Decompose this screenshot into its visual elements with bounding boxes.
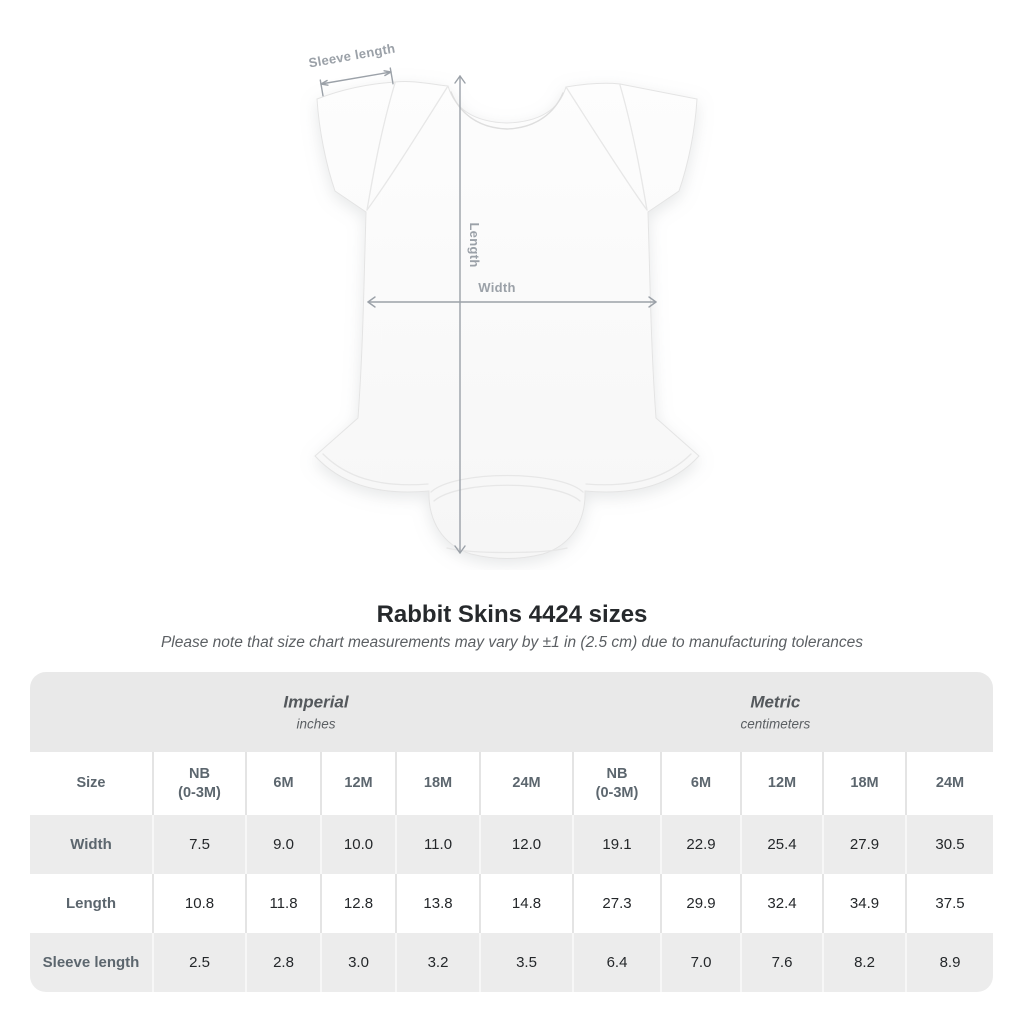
length-dimension-label: Length [467, 222, 482, 267]
size-chart-table: Imperial inches Metric centimeters Size … [30, 672, 993, 992]
sleeve-dimension-label: Sleeve length [307, 41, 396, 71]
row-label: Width [70, 836, 112, 853]
size-value: 11.8 [245, 874, 321, 933]
metric-unit-label: centimeters [740, 716, 811, 732]
size-value: 12.0 [479, 815, 573, 874]
size-value: 9.0 [245, 815, 321, 874]
size-value: 27.3 [572, 874, 661, 933]
bodysuit-graphic [314, 81, 700, 559]
size-value: 27.9 [822, 815, 906, 874]
size-value: 10.0 [320, 815, 396, 874]
size-value: 2.8 [245, 933, 321, 992]
size-value: 3.0 [320, 933, 396, 992]
size-value: 7.6 [740, 933, 823, 992]
row-label: Sleeve length [42, 954, 140, 971]
measurements-table: Size NB (0-3M) 6M 12M 18M 24M NB (0-3M) … [30, 752, 993, 992]
size-value: 11.0 [395, 815, 480, 874]
size-value: 8.2 [822, 933, 906, 992]
size-value: 7.0 [660, 933, 741, 992]
column-header-6m-metric: 6M [660, 752, 741, 815]
row-label: Length [66, 895, 116, 912]
imperial-label: Imperial [283, 692, 349, 712]
size-value: 22.9 [660, 815, 741, 874]
width-arrow: Width [367, 280, 657, 308]
size-value: 6.4 [572, 933, 661, 992]
width-row: Width 7.5 9.0 10.0 11.0 12.0 19.1 22.9 2… [30, 815, 993, 874]
right-lap-seam [565, 86, 648, 211]
size-value: 30.5 [905, 815, 993, 874]
collar-seam [450, 91, 564, 130]
size-value: 3.2 [395, 933, 480, 992]
metric-unit-header: Metric centimeters [740, 693, 810, 732]
length-arrow: Length [454, 75, 482, 554]
page-title: Rabbit Skins 4424 sizes [376, 601, 648, 628]
bottom-hem-seam [446, 547, 568, 554]
size-value: 29.9 [660, 874, 741, 933]
column-header-nb-metric: NB (0-3M) [572, 752, 661, 815]
imperial-unit-label: inches [296, 716, 336, 732]
unit-header-band: Imperial inches Metric centimeters [30, 672, 993, 752]
flap-top-seam [430, 474, 584, 493]
size-value: 3.5 [479, 933, 573, 992]
right-leg-binding [585, 453, 692, 486]
size-value: 34.9 [822, 874, 906, 933]
column-header-18m-imperial: 18M [395, 752, 480, 815]
column-header-24m-imperial: 24M [479, 752, 573, 815]
size-header-row: Size NB (0-3M) 6M 12M 18M 24M NB (0-3M) … [30, 752, 993, 815]
size-column-header: Size [76, 775, 106, 792]
size-value: 14.8 [479, 874, 573, 933]
column-header-18m-metric: 18M [822, 752, 906, 815]
left-lap-seam [366, 85, 449, 211]
size-value: 37.5 [905, 874, 993, 933]
bodysuit-svg: Length Width Sleeve length [307, 41, 700, 559]
sleeve-length-row: Sleeve length 2.5 2.8 3.0 3.2 3.5 6.4 7.… [30, 933, 993, 992]
size-value: 8.9 [905, 933, 993, 992]
column-header-6m-imperial: 6M [245, 752, 321, 815]
left-armhole-seam [366, 82, 396, 211]
bodysuit-diagram: Length Width Sleeve length [295, 40, 715, 570]
right-armhole-seam [619, 84, 648, 211]
column-header-12m-metric: 12M [740, 752, 823, 815]
width-dimension-label: Width [478, 280, 515, 295]
size-value: 19.1 [572, 815, 661, 874]
column-header-nb-imperial: NB (0-3M) [152, 752, 246, 815]
left-leg-binding [322, 453, 429, 486]
length-row: Length 10.8 11.8 12.8 13.8 14.8 27.3 29.… [30, 874, 993, 933]
column-header-24m-metric: 24M [905, 752, 993, 815]
metric-label: Metric [750, 692, 801, 712]
imperial-unit-header: Imperial inches [283, 693, 348, 732]
column-header-12m-imperial: 12M [320, 752, 396, 815]
size-value: 2.5 [152, 933, 246, 992]
size-value: 13.8 [395, 874, 480, 933]
size-value: 32.4 [740, 874, 823, 933]
flap-binding-seam [433, 484, 581, 502]
size-value: 10.8 [152, 874, 246, 933]
tolerance-note: Please note that size chart measurements… [160, 634, 864, 651]
size-value: 25.4 [740, 815, 823, 874]
size-value: 7.5 [152, 815, 246, 874]
size-value: 12.8 [320, 874, 396, 933]
